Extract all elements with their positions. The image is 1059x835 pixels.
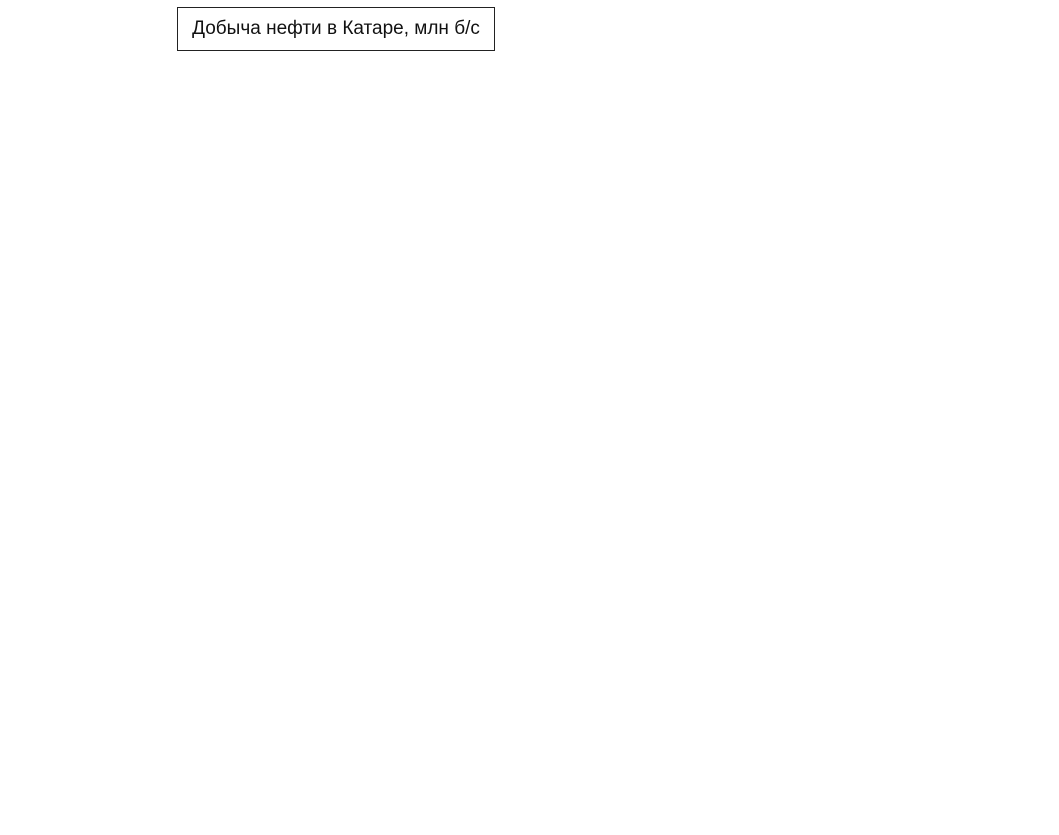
- year-band: [174, 0, 230, 803]
- year-band: [504, 0, 559, 803]
- x-tick-label: 2019: [945, 810, 968, 821]
- y-tick-label: 0,87: [1030, 74, 1050, 85]
- x-tick-label: 2003: [67, 810, 90, 821]
- x-tick-label: 2012: [561, 810, 584, 821]
- y-tick-label: 0,63: [1030, 638, 1050, 649]
- y-tick-label: 0,9: [1030, 4, 1044, 15]
- watermark: БКСЭкспресс: [455, 306, 628, 336]
- x-tick-label: 2007: [286, 810, 309, 821]
- y-tick-label: 0,65: [1030, 591, 1050, 602]
- x-tick-label: 2009: [396, 810, 419, 821]
- y-tick-label: 0,86: [1030, 98, 1050, 109]
- y-tick-label: 0,58: [1030, 755, 1050, 766]
- y-tick-label: 0,81: [1030, 215, 1050, 226]
- year-band: [64, 0, 120, 803]
- y-tick-label: 0,67: [1030, 544, 1050, 555]
- x-tick-label: 2011: [506, 810, 528, 821]
- y-tick-label: 0,78: [1030, 286, 1050, 297]
- year-band: [284, 0, 340, 803]
- y-tick-label: 0,61: [1030, 685, 1050, 696]
- y-tick-label: 0,68: [1030, 521, 1050, 532]
- y-tick-label: 0,76: [1030, 333, 1050, 344]
- x-tick-label: 2013: [616, 810, 639, 821]
- y-tick-label: 0,82: [1030, 192, 1050, 203]
- decade-label: 2000: [163, 824, 186, 835]
- y-tick-label: 0,88: [1030, 51, 1050, 62]
- x-tick-label: 2020: [1000, 810, 1023, 821]
- y-tick-label: 0,73: [1030, 403, 1050, 414]
- y-tick-label: 0,62: [1030, 661, 1050, 672]
- y-tick-label: 0,71: [1030, 450, 1050, 461]
- year-band: [833, 0, 889, 803]
- x-tick-label: 2016: [781, 810, 804, 821]
- x-tick-label: 2008: [341, 810, 364, 821]
- x-tick-label: 2015: [726, 810, 749, 821]
- y-tick-label: 0,84: [1030, 145, 1050, 156]
- x-tick-label: 2018: [890, 810, 913, 821]
- x-tick-label: 2014: [671, 810, 694, 821]
- plot-background: [0, 0, 1024, 803]
- y-tick-label: 0,8: [1030, 239, 1044, 250]
- y-tick-label: 0,77: [1030, 309, 1050, 320]
- y-tick-label: 0,89: [1030, 28, 1050, 39]
- x-tick-label: 2010: [451, 810, 474, 821]
- x-tick-label: 2017: [835, 810, 858, 821]
- decade-label: 2020: [999, 824, 1022, 835]
- x-tick-label: 2004: [122, 810, 145, 821]
- y-tick-label: 0,85: [1030, 121, 1050, 132]
- y-tick-label: 0,83: [1030, 168, 1050, 179]
- y-tick-label: 0,64: [1030, 615, 1050, 626]
- year-band: [943, 0, 999, 803]
- area-fill: [0, 79, 934, 804]
- year-band: [723, 0, 779, 803]
- year-band: [613, 0, 669, 803]
- y-tick-label: 0,74: [1030, 380, 1050, 391]
- y-tick-label: 0,72: [1030, 427, 1050, 438]
- chart-title: Добыча нефти в Катаре, млн б/с: [177, 7, 495, 51]
- x-tick-label: 2005: [177, 810, 200, 821]
- x-tick-label: 2006: [232, 810, 255, 821]
- y-tick-label: 0,59: [1030, 732, 1050, 743]
- last-value-box: [1025, 683, 1059, 698]
- y-tick-label: 0,7: [1030, 474, 1044, 485]
- decade-label: 2010: [713, 824, 736, 835]
- y-tick-label: 0,79: [1030, 262, 1050, 273]
- y-tick-label: 0,66: [1030, 568, 1050, 579]
- y-tick-label: 0,57: [1030, 779, 1050, 790]
- y-tick-label: 0,75: [1030, 356, 1050, 367]
- y-tick-label: 0,6: [1030, 708, 1044, 719]
- x-tick-label: 2002: [12, 810, 35, 821]
- year-band: [394, 0, 450, 803]
- line: [0, 79, 935, 762]
- y-tick-label: 0,69: [1030, 497, 1050, 508]
- last-value-label: 0,610: [1028, 685, 1053, 696]
